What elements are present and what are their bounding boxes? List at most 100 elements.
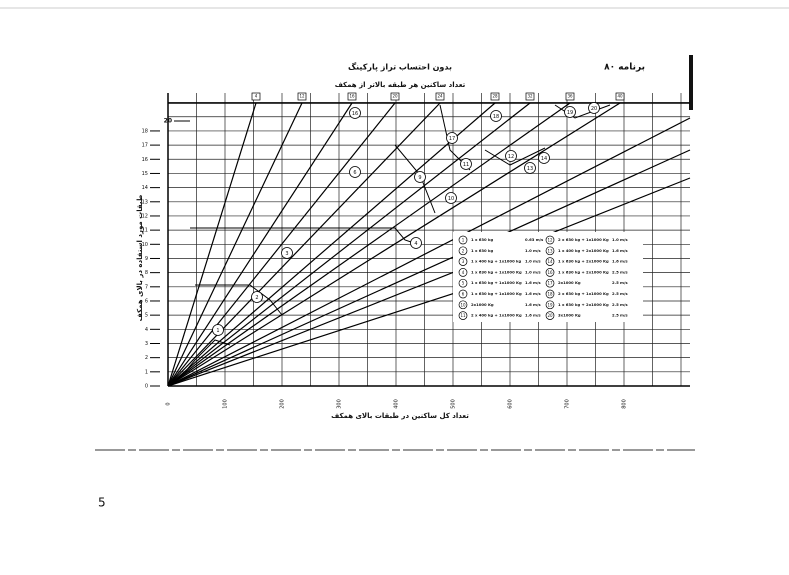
legend-config: 1 x 630 kg + 2x1000 Kg [558,269,609,274]
legend-id: 5 [462,281,465,286]
legend-speed: 0.63 m/s [525,237,544,242]
fan-line [167,102,257,387]
legend-config: 1 x 630 kg + 2x1000 Kg [558,259,609,264]
legend-config: 1 x 630 kg + 2x1000 Kg [558,302,609,307]
marker-circle [445,192,457,204]
top-box [490,92,500,101]
top-box [251,92,261,101]
marker-label: 17 [449,136,455,142]
marker-label: 13 [527,166,533,172]
legend-config: 1 x 400 kg + 1x1000 kg [471,259,522,264]
fan-line [167,102,496,387]
y-tick-label: 17 [142,143,148,149]
fan-line [167,102,303,387]
legend-speed: 1.6 m/s [525,313,541,318]
subtitle: بدون احتساب تراز پارکینگ [348,62,452,72]
top-box-label: 4 [255,94,258,99]
marker-label: 20 [591,106,597,112]
program-label: برنامه ۸۰ [604,63,645,73]
marker-circle [538,152,550,164]
legend-id: 6 [462,292,465,297]
legend-circle [545,311,555,320]
legend-speed: 2.5 m/s [612,313,628,318]
legend-config: 2 x 630 kg + 1x1000 Kg [558,237,609,242]
x-tick-label: 400 [394,399,400,409]
fan-line [167,102,571,387]
step-line [195,284,283,316]
legend-speed: 1.6 m/s [525,302,541,307]
legend-id: 18 [547,292,553,297]
legend-speed: 1.6 m/s [612,248,628,253]
marker-circle [460,158,472,170]
y-tick-label: 12 [142,213,148,219]
marker-label: 14 [541,156,547,162]
marker-circle [349,107,361,119]
step-line [184,339,231,373]
top-box-label: 36 [567,94,573,99]
y-tick-label: 8 [145,270,148,276]
marker-circle [446,132,458,144]
y-tick-label: 9 [145,256,148,262]
top-box-label: 12 [299,94,305,99]
legend-config: 2x1000 Kg [471,302,494,307]
y-tick-label: 1 [145,369,148,375]
legend-circle [458,289,468,299]
marker-circle [490,110,502,122]
legend-config: 1 x 400 kg + 2x1000 Kg [558,248,609,253]
y-tick-label: 6 [145,298,148,304]
legend-speed: 1.6 m/s [612,259,628,264]
legend-id: 2 [462,248,465,253]
legend-id: 17 [547,281,553,286]
x-tick-label: 200 [280,399,286,409]
top-box [347,92,357,101]
page-number: 5 [98,496,106,510]
marker-circle [410,237,422,249]
fan-line [167,117,691,387]
y-tick-label: 5 [145,313,148,319]
legend-id: 13 [547,248,553,253]
legend-id: 12 [547,238,553,243]
x-tick-label: 0 [166,402,172,405]
legend-id: 11 [460,313,466,318]
marker-circle [505,150,517,162]
x-tick-label: 600 [508,399,514,409]
legend-config: 1 x 630 kg [471,237,494,242]
marker-circle [251,291,263,303]
top-box-label: 20 [392,94,398,99]
marker-circle [588,102,600,114]
y-tick-label: 7 [145,284,148,290]
y-tick-label: 18 [142,128,148,134]
top-box [565,92,575,101]
top-title: تعداد ساکنین هر طبقه بالاتر از همکف [335,81,466,89]
legend-circle [458,246,468,256]
fan-line [167,102,353,387]
fan-line [167,102,396,387]
legend-speed: 2.5 m/s [612,291,628,296]
top-box-label: 24 [437,94,443,99]
marker-label: 1 [216,328,219,334]
marker-label: 2 [255,295,258,301]
legend-circle [458,257,468,266]
marker-circle [564,106,576,118]
top-box-label: 40 [617,94,623,99]
marker-label: 9 [418,175,421,181]
legend-circle [545,235,555,245]
top-box [435,92,445,101]
marker-label: 12 [508,154,514,160]
marker-circle [212,324,224,336]
legend-circle [545,257,555,266]
y-tick-label: 11 [142,228,148,234]
legend-config: 1 x 630 kg + 1x1000 Kg [471,291,522,296]
y-tick-label: 15 [142,171,148,177]
marker-label: 19 [567,110,573,116]
marker-label: 10 [448,196,454,202]
legend-circle [458,235,468,245]
marker-label: 11 [463,162,469,168]
legend-speed: 1.0 m/s [525,248,541,253]
top-box-label: 16 [349,94,355,99]
legend-circle [545,246,555,256]
y-tick-label: 10 [142,242,148,248]
top-box-label: 32 [527,94,533,99]
